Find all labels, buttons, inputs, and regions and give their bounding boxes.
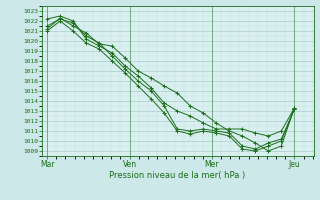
X-axis label: Pression niveau de la mer( hPa ): Pression niveau de la mer( hPa ) xyxy=(109,171,246,180)
